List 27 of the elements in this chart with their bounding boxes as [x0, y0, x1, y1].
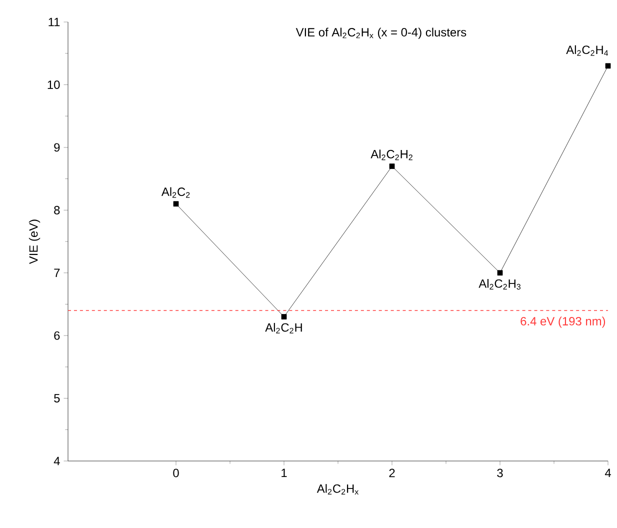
annotation: Al$_{2}$C$_{2}$H: [265, 322, 302, 334]
point: [605, 63, 611, 69]
x-tick-label: 4: [604, 468, 611, 477]
x-tick-label: 1: [282, 468, 287, 477]
y-tick-label: 4: [54, 456, 60, 466]
x-tick-label: 2: [389, 468, 395, 478]
point: [281, 314, 287, 320]
y-tick-label: 9: [54, 143, 60, 152]
ref-line-label: 6.4 eV (193 nm): [520, 316, 606, 328]
annotation: Al$_{2}$C$_{2}$H$_{3}$: [478, 279, 520, 290]
chart-title: VIE of Al$_{2}$C$_{2}$H$_{x}$ (x = 0-4) clusters: [296, 28, 466, 39]
point: [389, 164, 395, 169]
point: [173, 201, 179, 207]
y-tick-label: 11: [48, 18, 60, 26]
x-tick-label: 3: [497, 468, 503, 478]
x-tick-label: 0: [173, 468, 179, 478]
y-tick-label: 7: [54, 268, 60, 277]
x-axis-title: Al$_{2}$C$_{2}$H$_{x}$: [316, 484, 359, 495]
annotation: Al$_{2}$C$_{2}$: [161, 187, 190, 198]
annotation: Al$_{2}$C$_{2}$H$_{4}$: [566, 45, 608, 56]
y-axis-title: VIE (eV): [28, 220, 40, 264]
point: [497, 270, 503, 276]
y-tick-label: 10: [48, 80, 60, 89]
y-tick-label: 6: [54, 331, 60, 340]
y-tick-label: 8: [54, 206, 60, 214]
annotation: Al$_{2}$C$_{2}$H$_{2}$: [370, 150, 412, 160]
y-tick-label: 5: [54, 394, 60, 402]
